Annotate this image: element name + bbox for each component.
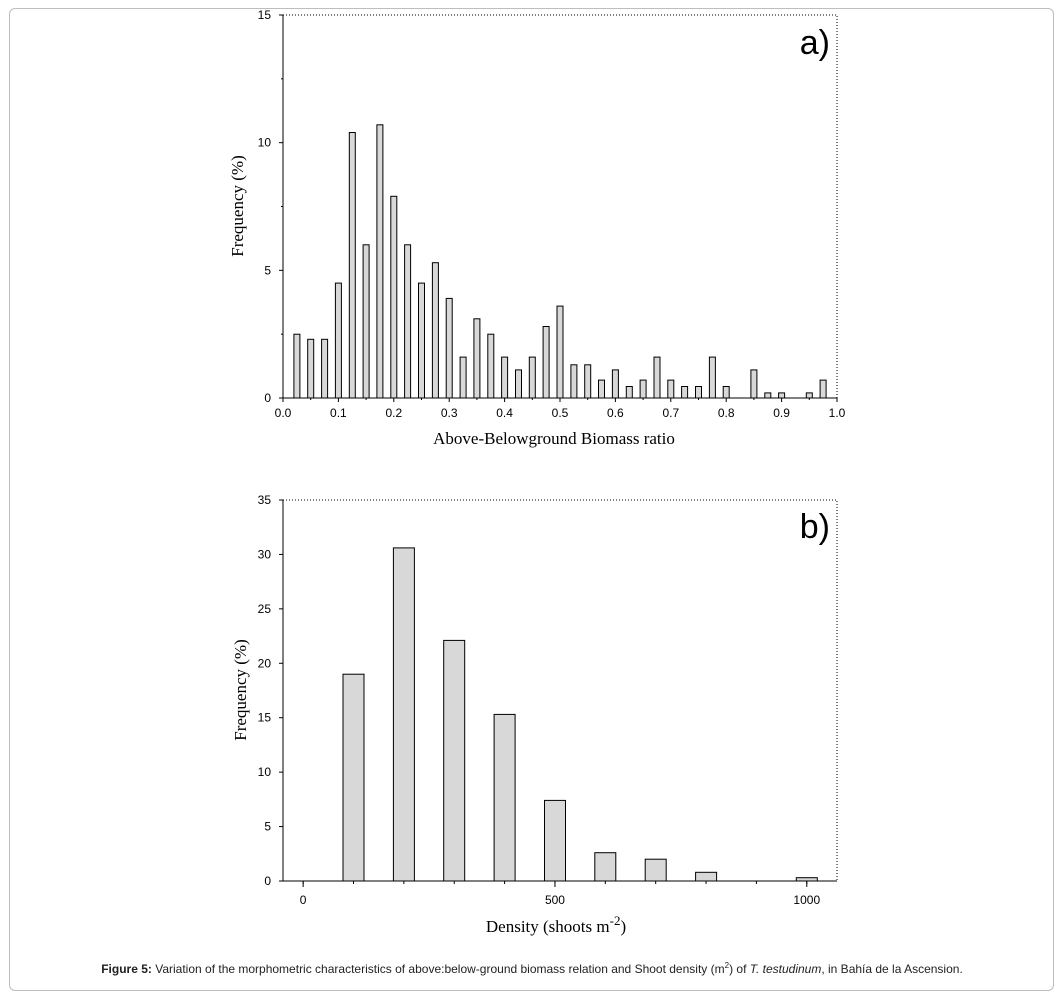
chart-b-shoot-density: 0 5 10 15 20 25 30 35 0 500 1000 b) Density (shoo… bbox=[231, 493, 838, 936]
x-tick-label: 0 bbox=[300, 893, 307, 907]
chart-b-x-axis-label-main: Density (shoots m bbox=[486, 917, 610, 936]
x-tick-label: 0.0 bbox=[275, 406, 292, 420]
bar bbox=[819, 379, 827, 399]
bar bbox=[334, 282, 342, 399]
chart-a-bars bbox=[293, 124, 827, 399]
chart-a-y-ticks: 0 5 10 15 bbox=[258, 8, 283, 405]
chart-a-biomass-ratio: 0 5 10 15 0.0 0.1 0.2 0.3 0.4 0.5 0.6 0.7 0.8 0.9 1.0… bbox=[228, 8, 846, 448]
chart-a-plot-frame bbox=[282, 14, 838, 399]
bar bbox=[443, 639, 466, 882]
bar bbox=[584, 364, 592, 399]
bar bbox=[404, 244, 412, 399]
bar bbox=[722, 386, 730, 399]
bar bbox=[556, 305, 564, 399]
bar bbox=[321, 338, 329, 399]
bar bbox=[594, 852, 617, 882]
bar bbox=[708, 356, 716, 399]
bar bbox=[542, 326, 550, 399]
bar bbox=[431, 262, 439, 399]
x-tick-label: 1000 bbox=[793, 893, 820, 907]
bar bbox=[515, 369, 522, 399]
figure-caption: Figure 5: Variation of the morphometric … bbox=[0, 961, 1064, 976]
bar bbox=[544, 799, 566, 882]
y-tick-label: 25 bbox=[258, 602, 272, 616]
bar bbox=[639, 379, 647, 399]
caption-label: Figure 5: bbox=[101, 962, 152, 976]
bar bbox=[342, 673, 365, 882]
chart-b-x-axis-label-sup: -2 bbox=[610, 913, 621, 928]
bar bbox=[644, 858, 667, 882]
y-tick-label: 10 bbox=[258, 136, 272, 150]
y-tick-label: 15 bbox=[258, 8, 272, 22]
x-tick-label: 0.9 bbox=[773, 406, 790, 420]
y-tick-label: 0 bbox=[264, 874, 271, 888]
chart-b-x-axis-label: Density (shoots m-2) bbox=[486, 913, 626, 936]
chart-b-x-ticks: 0 500 1000 bbox=[300, 881, 820, 907]
y-tick-label: 10 bbox=[258, 765, 272, 779]
y-tick-label: 35 bbox=[258, 493, 272, 507]
chart-b-y-ticks: 0 5 10 15 20 25 30 35 bbox=[258, 493, 283, 888]
chart-a-y-axis-label: Frequency (%) bbox=[228, 155, 247, 257]
y-tick-label: 5 bbox=[264, 263, 271, 277]
bar bbox=[625, 386, 633, 399]
chart-b-x-axis-label-tail: ) bbox=[620, 917, 626, 936]
bar bbox=[418, 282, 425, 399]
chart-a-x-ticks: 0.0 0.1 0.2 0.3 0.4 0.5 0.6 0.7 0.8 0.9 1.0 bbox=[275, 398, 846, 420]
bar bbox=[487, 333, 495, 399]
x-tick-label: 0.2 bbox=[385, 406, 402, 420]
bar bbox=[390, 195, 398, 399]
bar bbox=[445, 297, 453, 399]
x-tick-label: 0.3 bbox=[441, 406, 458, 420]
bar bbox=[392, 547, 415, 882]
bar bbox=[778, 392, 786, 399]
bar bbox=[528, 356, 536, 399]
bar bbox=[653, 356, 661, 399]
x-tick-label: 0.6 bbox=[607, 406, 624, 420]
x-tick-label: 0.8 bbox=[718, 406, 735, 420]
y-tick-label: 0 bbox=[264, 391, 271, 405]
caption-text-2: ) of bbox=[729, 962, 750, 976]
x-tick-label: 0.5 bbox=[552, 406, 569, 420]
bar bbox=[307, 338, 315, 399]
chart-a-panel-label: a) bbox=[800, 24, 830, 62]
caption-text-1: Variation of the morphometric characteri… bbox=[151, 962, 725, 976]
bar bbox=[459, 356, 467, 399]
bar bbox=[376, 124, 384, 399]
bar bbox=[293, 333, 301, 399]
y-tick-label: 20 bbox=[258, 656, 272, 670]
bar bbox=[611, 369, 619, 399]
bar bbox=[764, 392, 772, 399]
bar bbox=[598, 379, 605, 399]
figure-frame bbox=[9, 8, 1054, 991]
x-tick-label: 0.4 bbox=[496, 406, 513, 420]
bar bbox=[348, 132, 356, 399]
bar bbox=[362, 244, 370, 399]
bar bbox=[501, 356, 509, 399]
bar bbox=[667, 379, 675, 399]
bar bbox=[473, 318, 481, 399]
caption-text-3: , in Bahía de la Ascension. bbox=[821, 962, 963, 976]
x-tick-label: 500 bbox=[545, 893, 565, 907]
y-tick-label: 30 bbox=[258, 547, 272, 561]
x-tick-label: 0.7 bbox=[662, 406, 679, 420]
bar bbox=[695, 871, 718, 882]
bar bbox=[750, 369, 758, 399]
bar bbox=[695, 386, 702, 399]
bar bbox=[570, 364, 578, 399]
bar bbox=[681, 386, 689, 399]
caption-sup: 2 bbox=[724, 961, 730, 970]
y-tick-label: 5 bbox=[264, 820, 271, 834]
bar bbox=[805, 392, 813, 399]
chart-a-x-axis-label: Above-Belowground Biomass ratio bbox=[433, 429, 675, 448]
x-tick-label: 1.0 bbox=[829, 406, 846, 420]
x-tick-label: 0.1 bbox=[330, 406, 347, 420]
chart-b-y-axis-label: Frequency (%) bbox=[231, 639, 250, 741]
caption-species: T. testudinum bbox=[749, 962, 822, 976]
chart-b-bars bbox=[342, 547, 818, 882]
y-tick-label: 15 bbox=[258, 711, 272, 725]
chart-b-panel-label: b) bbox=[800, 508, 830, 546]
bar bbox=[493, 713, 516, 882]
